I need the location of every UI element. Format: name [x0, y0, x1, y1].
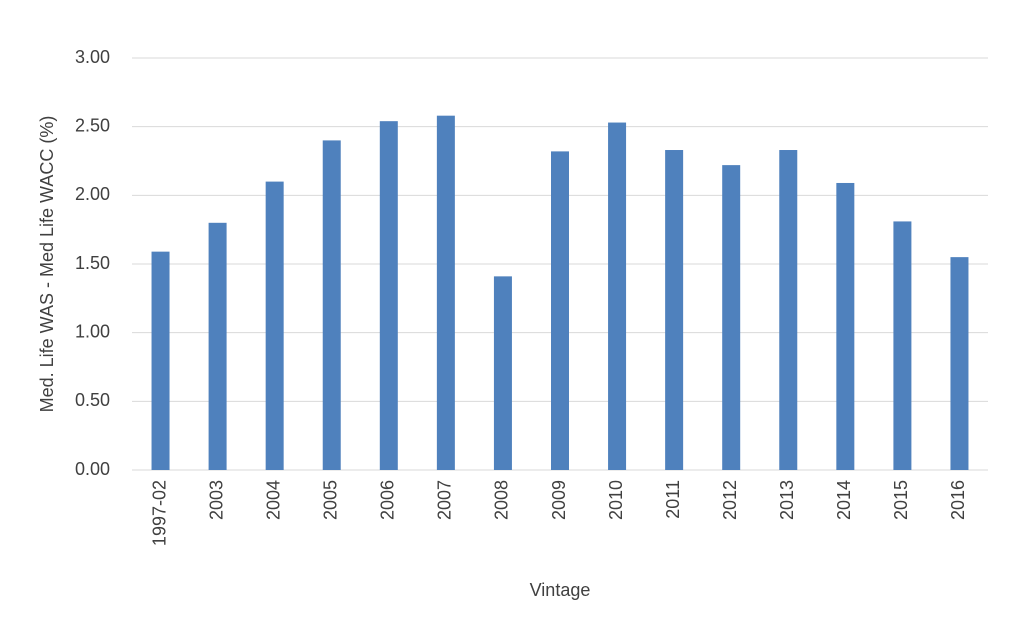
x-tick-label: 2008 — [492, 480, 512, 520]
y-tick-label: 1.00 — [75, 321, 110, 341]
x-tick-label: 2004 — [263, 480, 283, 520]
bar — [493, 276, 512, 470]
bar — [779, 150, 798, 470]
x-tick-label: 2013 — [777, 480, 797, 520]
bar — [836, 182, 855, 470]
x-tick-label: 2010 — [606, 480, 626, 520]
bar — [551, 151, 569, 471]
bar — [436, 115, 455, 471]
x-tick-label: 2016 — [948, 480, 968, 520]
y-tick-label: 2.00 — [75, 184, 110, 204]
y-tick-label: 2.50 — [75, 115, 110, 135]
y-tick-label: 3.00 — [75, 47, 110, 67]
bar — [151, 251, 170, 470]
y-tick-label: 1.50 — [75, 253, 110, 273]
y-tick-label: 0.50 — [75, 390, 110, 410]
bar — [208, 222, 227, 470]
bar — [379, 121, 398, 470]
x-tick-label: 2012 — [720, 480, 740, 520]
x-tick-label: 1997-02 — [149, 480, 169, 546]
x-tick-label: 2007 — [435, 480, 455, 520]
y-axis-label: Med. Life WAS - Med Life WACC (%) — [37, 116, 57, 413]
bar — [893, 221, 912, 470]
x-tick-label: 2005 — [320, 480, 340, 520]
x-tick-label: 2009 — [549, 480, 569, 520]
bar — [950, 257, 969, 470]
x-tick-label: 2015 — [891, 480, 911, 520]
bar — [665, 150, 684, 470]
x-tick-label: 2003 — [206, 480, 226, 520]
bar — [608, 122, 627, 471]
x-tick-label: 2014 — [834, 480, 854, 520]
x-axis-label: Vintage — [530, 580, 591, 600]
x-tick-label: 2006 — [378, 480, 398, 520]
bar — [265, 181, 284, 470]
y-tick-label: 0.00 — [75, 459, 110, 479]
bar — [722, 165, 741, 470]
bar — [322, 140, 341, 470]
x-tick-label: 2011 — [663, 480, 683, 519]
